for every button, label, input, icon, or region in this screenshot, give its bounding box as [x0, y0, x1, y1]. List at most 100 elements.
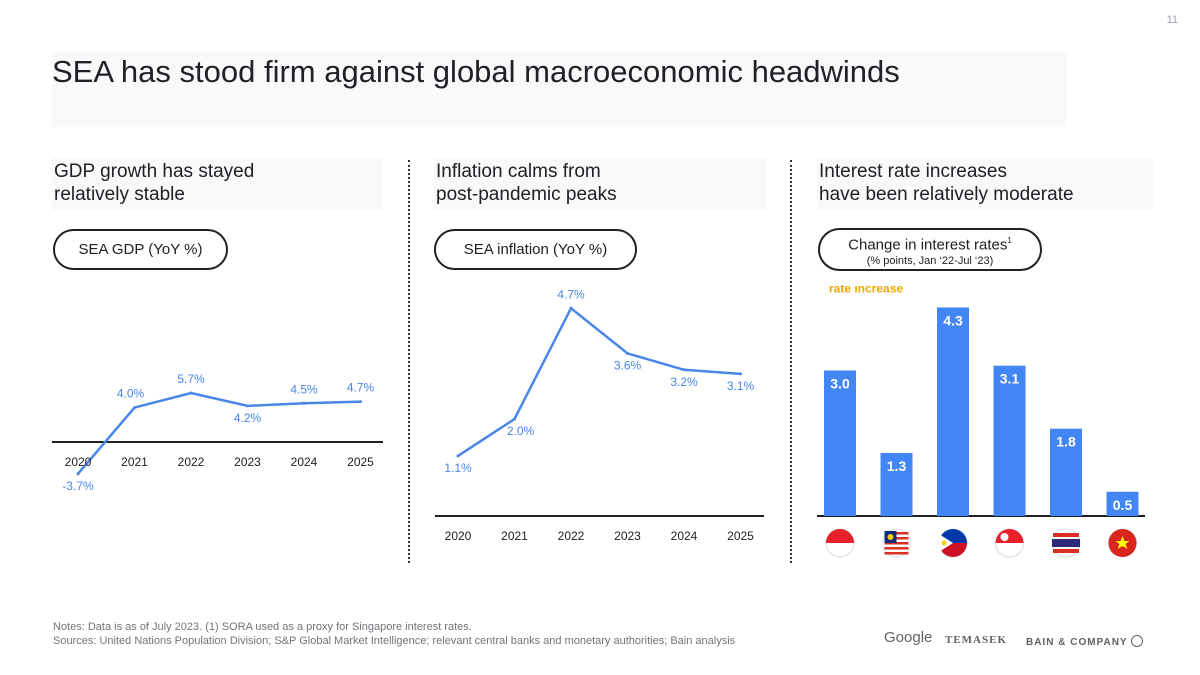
flag-red-half — [826, 529, 854, 543]
infl-data-label: 1.1% — [444, 461, 472, 475]
philippines-flag-icon — [938, 528, 968, 558]
rates-pill-footnote: 1 — [1007, 236, 1012, 245]
gdp-pill-label: SEA GDP (YoY %) — [78, 241, 203, 258]
gdp-heading: GDP growth has stayed relatively stable — [52, 158, 383, 210]
infl-point — [682, 368, 686, 372]
gdp-data-label: 5.7% — [177, 372, 205, 386]
infl-data-label: 4.7% — [557, 287, 585, 301]
thailand-flag-icon — [1051, 528, 1081, 558]
flag-crescent — [1000, 533, 1009, 541]
infl-x-tick-label: 2021 — [501, 529, 528, 543]
inflation-pill-label: SEA inflation (YoY %) — [463, 241, 608, 258]
rate-bar — [1106, 491, 1139, 516]
gdp-series-line — [77, 391, 361, 475]
infl-x-tick-label: 2020 — [445, 529, 472, 543]
inflation-line-chart: 1.1% 2.0% 4.7% 3.6% 3.2% 3.1% 2020 2021 2022 2023… — [435, 287, 764, 543]
infl-x-tick-label: 2025 — [727, 529, 754, 543]
infl-data-label: 3.2% — [670, 375, 698, 389]
gdp-point — [246, 404, 249, 408]
rate-bar-label: 3.0 — [830, 376, 850, 392]
rate-bar-label: 1.3 — [887, 458, 907, 474]
flag-stripe — [884, 542, 909, 545]
infl-point — [626, 351, 629, 355]
gdp-x-tick-label: 2024 — [291, 455, 318, 469]
inflation-pill: SEA inflation (YoY %) — [434, 229, 637, 270]
inflation-heading-line1: Inflation calms from — [436, 161, 601, 182]
gdp-point — [302, 401, 306, 405]
infl-data-label: 2.0% — [507, 424, 535, 438]
gdp-heading-line2: relatively stable — [54, 184, 185, 205]
google-logo: Google — [884, 629, 933, 646]
rates-heading-line2: have been relatively moderate — [819, 184, 1074, 205]
flag-moon — [887, 534, 894, 540]
inflation-heading-line2: post-pandemic peaks — [436, 184, 617, 205]
flag-stripe — [884, 552, 909, 555]
sources-text: Sources: United Nations Population Divis… — [53, 635, 736, 647]
fed-funds-label-line2: rate increase — [829, 285, 903, 295]
gdp-point — [133, 406, 136, 410]
rates-pill-sublabel: (% points, Jan ‘22-Jul ‘23) — [866, 255, 994, 268]
rate-bar-label: 1.8 — [1056, 434, 1076, 450]
infl-point — [456, 454, 460, 458]
infl-x-tick-label: 2023 — [614, 529, 641, 543]
divider-left — [408, 160, 410, 563]
gdp-x-tick-label: 2020 — [65, 455, 92, 469]
rate-bar-label: 4.3 — [943, 312, 963, 328]
page-title-text: SEA has stood firm against global macroe… — [52, 54, 900, 89]
infl-data-label: 3.6% — [614, 358, 642, 372]
interest-rate-bar-chart: US fed fundsrate increase3.01.34.33.11.8… — [817, 285, 1145, 558]
rate-bar — [880, 452, 913, 516]
bain-logo: BAIN & COMPANY — [1026, 635, 1144, 648]
divider-right — [790, 160, 792, 563]
gdp-line-chart: -3.7% 4.0% 5.7% 4.2% 4.5% 4.7% 2020 2021 2022 202… — [52, 372, 383, 493]
rates-pill-label: Change in interest rates — [848, 236, 1008, 254]
rates-pill: Change in interest rates1 (% points, Jan… — [818, 228, 1042, 271]
flag-stripe-top — [1053, 533, 1079, 537]
infl-series-line — [457, 306, 741, 457]
infl-point — [569, 306, 573, 310]
gdp-data-label: -3.7% — [62, 479, 94, 493]
gdp-heading-line1: GDP growth has stayed — [54, 161, 255, 182]
flag-red-half — [995, 529, 1024, 543]
infl-point — [513, 417, 516, 421]
rate-bar — [993, 365, 1026, 516]
footer-notes: Notes: Data is as of July 2023. (1) SORA… — [53, 620, 735, 648]
gdp-data-label: 4.2% — [234, 411, 262, 425]
infl-x-tick-label: 2024 — [671, 529, 698, 543]
gdp-x-tick-label: 2021 — [121, 455, 148, 469]
page-title: SEA has stood firm against global macroe… — [52, 52, 1067, 127]
page-number: 11 — [1166, 14, 1178, 26]
gdp-data-label: 4.0% — [117, 387, 145, 401]
notes-text: Notes: Data is as of July 2023. (1) SORA… — [53, 621, 472, 633]
flag-sun — [941, 540, 947, 546]
gdp-x-tick-label: 2025 — [347, 455, 374, 469]
rates-heading-line1: Interest rate increases — [819, 161, 1007, 182]
rate-bar — [1050, 428, 1082, 516]
gdp-x-tick-label: 2023 — [234, 455, 261, 469]
gdp-point — [189, 391, 193, 395]
infl-point — [739, 372, 742, 376]
infl-x-tick-label: 2022 — [558, 529, 585, 543]
gdp-data-label: 4.7% — [347, 381, 375, 395]
rate-bar — [937, 307, 969, 516]
gdp-point — [76, 472, 80, 476]
gdp-data-label: 4.5% — [290, 382, 318, 396]
rate-bar-label: 0.5 — [1113, 497, 1133, 513]
singapore-flag-icon — [995, 528, 1024, 558]
rates-heading: Interest rate increases have been relati… — [817, 158, 1153, 210]
flag-stripe-middle — [1052, 539, 1080, 547]
flag-star — [1115, 536, 1130, 549]
bain-logo-text: BAIN & COMPANY — [1026, 637, 1128, 648]
gdp-x-tick-label: 2022 — [178, 455, 205, 469]
malaysia-flag-icon — [882, 528, 911, 558]
rate-bar — [824, 370, 856, 516]
gdp-pill: SEA GDP (YoY %) — [53, 229, 228, 270]
gdp-point — [359, 400, 362, 404]
flag-stripe — [884, 547, 909, 550]
rate-bar-label: 3.1 — [1000, 371, 1020, 387]
vietnam-flag-icon — [1108, 528, 1137, 558]
flag-stripe-bottom — [1053, 549, 1079, 553]
inflation-heading: Inflation calms from post-pandemic peaks — [434, 158, 767, 210]
indonesia-flag-icon — [825, 528, 855, 558]
bain-compass-icon — [1131, 635, 1144, 647]
